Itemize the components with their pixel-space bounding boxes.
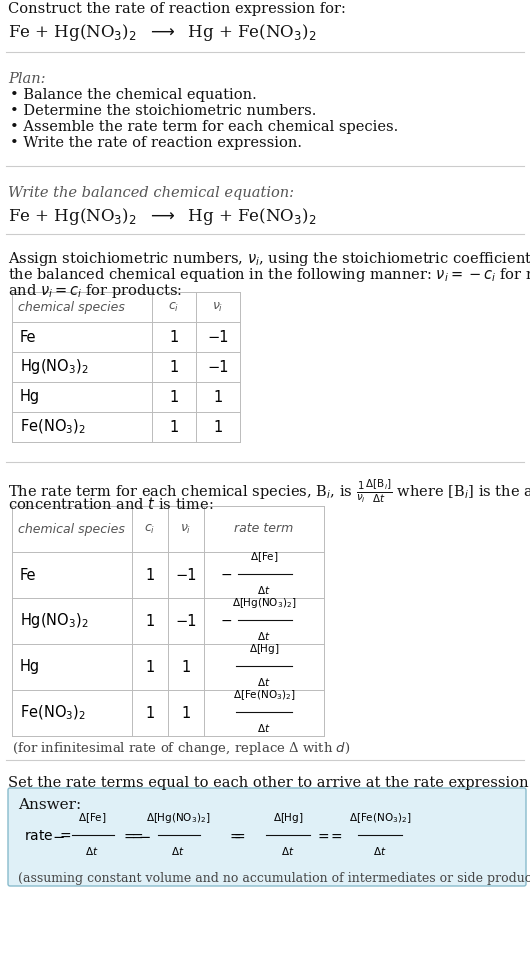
Text: $\Delta$[Fe]: $\Delta$[Fe] bbox=[250, 550, 278, 564]
Text: $\Delta$[Fe(NO$_3$)$_2$]: $\Delta$[Fe(NO$_3$)$_2$] bbox=[349, 811, 411, 825]
Text: $-$: $-$ bbox=[52, 828, 65, 842]
Text: Plan:: Plan: bbox=[8, 72, 46, 86]
Text: Hg(NO$_3$)$_2$: Hg(NO$_3$)$_2$ bbox=[20, 357, 89, 377]
Text: 1: 1 bbox=[214, 389, 223, 404]
Text: $\Delta t$: $\Delta t$ bbox=[373, 845, 387, 857]
Text: $\Delta$[Fe]: $\Delta$[Fe] bbox=[78, 811, 107, 825]
Text: $\Delta$[Hg]: $\Delta$[Hg] bbox=[249, 642, 279, 656]
Text: Fe + Hg(NO$_3$)$_2$  $\longrightarrow$  Hg + Fe(NO$_3$)$_2$: Fe + Hg(NO$_3$)$_2$ $\longrightarrow$ Hg… bbox=[8, 22, 316, 43]
Text: $\Delta$[Hg]: $\Delta$[Hg] bbox=[273, 811, 303, 825]
Text: rate term: rate term bbox=[234, 522, 294, 536]
Text: the balanced chemical equation in the following manner: $\nu_i = -c_i$ for react: the balanced chemical equation in the fo… bbox=[8, 266, 530, 284]
Text: $-$: $-$ bbox=[138, 828, 151, 842]
Text: chemical species: chemical species bbox=[18, 301, 125, 313]
Text: 1: 1 bbox=[170, 359, 179, 375]
Text: (assuming constant volume and no accumulation of intermediates or side products): (assuming constant volume and no accumul… bbox=[18, 872, 530, 885]
Text: $\Delta$[Fe(NO$_3$)$_2$]: $\Delta$[Fe(NO$_3$)$_2$] bbox=[233, 688, 295, 702]
Text: −1: −1 bbox=[207, 330, 229, 345]
Text: $\nu_i$: $\nu_i$ bbox=[213, 301, 224, 313]
Text: Hg: Hg bbox=[20, 389, 40, 404]
Text: Fe: Fe bbox=[20, 567, 37, 583]
Text: 1: 1 bbox=[145, 660, 155, 674]
Text: $\nu_i$: $\nu_i$ bbox=[180, 522, 192, 536]
Text: Fe: Fe bbox=[20, 330, 37, 345]
Text: $c_i$: $c_i$ bbox=[144, 522, 156, 536]
Text: Fe + Hg(NO$_3$)$_2$  $\longrightarrow$  Hg + Fe(NO$_3$)$_2$: Fe + Hg(NO$_3$)$_2$ $\longrightarrow$ Hg… bbox=[8, 206, 316, 227]
Text: The rate term for each chemical species, B$_i$, is $\frac{1}{\nu_i}\frac{\Delta[: The rate term for each chemical species,… bbox=[8, 478, 530, 506]
Text: $-$: $-$ bbox=[220, 613, 232, 627]
Text: 1: 1 bbox=[145, 706, 155, 720]
Text: $\Delta t$: $\Delta t$ bbox=[171, 845, 185, 857]
Text: • Determine the stoichiometric numbers.: • Determine the stoichiometric numbers. bbox=[10, 104, 316, 118]
Text: Fe(NO$_3$)$_2$: Fe(NO$_3$)$_2$ bbox=[20, 418, 86, 436]
Text: $=$: $=$ bbox=[129, 829, 144, 843]
Text: $\Delta t$: $\Delta t$ bbox=[281, 845, 295, 857]
Text: • Balance the chemical equation.: • Balance the chemical equation. bbox=[10, 88, 257, 102]
FancyBboxPatch shape bbox=[8, 788, 526, 886]
Text: −1: −1 bbox=[175, 567, 197, 583]
Text: and $\nu_i = c_i$ for products:: and $\nu_i = c_i$ for products: bbox=[8, 282, 182, 300]
Text: $c_i$: $c_i$ bbox=[169, 301, 180, 313]
Text: Hg: Hg bbox=[20, 660, 40, 674]
Text: $=$: $=$ bbox=[231, 829, 245, 843]
Text: $=$: $=$ bbox=[315, 829, 330, 843]
Text: 1: 1 bbox=[181, 660, 191, 674]
Text: Assign stoichiometric numbers, $\nu_i$, using the stoichiometric coefficients, $: Assign stoichiometric numbers, $\nu_i$, … bbox=[8, 250, 530, 268]
Text: 1: 1 bbox=[181, 706, 191, 720]
Text: $\Delta t$: $\Delta t$ bbox=[257, 722, 271, 734]
Text: 1: 1 bbox=[170, 420, 179, 434]
Text: 1: 1 bbox=[170, 389, 179, 404]
Text: 1: 1 bbox=[145, 567, 155, 583]
Text: concentration and $t$ is time:: concentration and $t$ is time: bbox=[8, 496, 214, 512]
Text: $\Delta t$: $\Delta t$ bbox=[257, 630, 271, 642]
Text: 1: 1 bbox=[145, 614, 155, 629]
Text: chemical species: chemical species bbox=[18, 522, 125, 536]
Text: 1: 1 bbox=[214, 420, 223, 434]
Text: $\Delta t$: $\Delta t$ bbox=[257, 676, 271, 688]
Text: $=$: $=$ bbox=[121, 829, 135, 843]
Text: Construct the rate of reaction expression for:: Construct the rate of reaction expressio… bbox=[8, 2, 346, 16]
Text: $=$: $=$ bbox=[227, 829, 241, 843]
Text: rate $=$: rate $=$ bbox=[24, 829, 72, 843]
Text: 1: 1 bbox=[170, 330, 179, 345]
Text: • Write the rate of reaction expression.: • Write the rate of reaction expression. bbox=[10, 136, 302, 150]
Text: $=$: $=$ bbox=[328, 829, 342, 843]
Text: Answer:: Answer: bbox=[18, 798, 81, 812]
Text: • Assemble the rate term for each chemical species.: • Assemble the rate term for each chemic… bbox=[10, 120, 398, 134]
Text: $\Delta t$: $\Delta t$ bbox=[257, 584, 271, 596]
Text: Fe(NO$_3$)$_2$: Fe(NO$_3$)$_2$ bbox=[20, 704, 86, 722]
Text: $-$: $-$ bbox=[220, 567, 232, 581]
Text: −1: −1 bbox=[175, 614, 197, 629]
Text: −1: −1 bbox=[207, 359, 229, 375]
Text: $\Delta$[Hg(NO$_3$)$_2$]: $\Delta$[Hg(NO$_3$)$_2$] bbox=[146, 811, 210, 825]
Text: Write the balanced chemical equation:: Write the balanced chemical equation: bbox=[8, 186, 294, 200]
Text: (for infinitesimal rate of change, replace Δ with $d$): (for infinitesimal rate of change, repla… bbox=[12, 740, 350, 757]
Text: Hg(NO$_3$)$_2$: Hg(NO$_3$)$_2$ bbox=[20, 612, 89, 630]
Text: $\Delta t$: $\Delta t$ bbox=[85, 845, 99, 857]
Text: Set the rate terms equal to each other to arrive at the rate expression:: Set the rate terms equal to each other t… bbox=[8, 776, 530, 790]
Text: $\Delta$[Hg(NO$_3$)$_2$]: $\Delta$[Hg(NO$_3$)$_2$] bbox=[232, 596, 296, 610]
